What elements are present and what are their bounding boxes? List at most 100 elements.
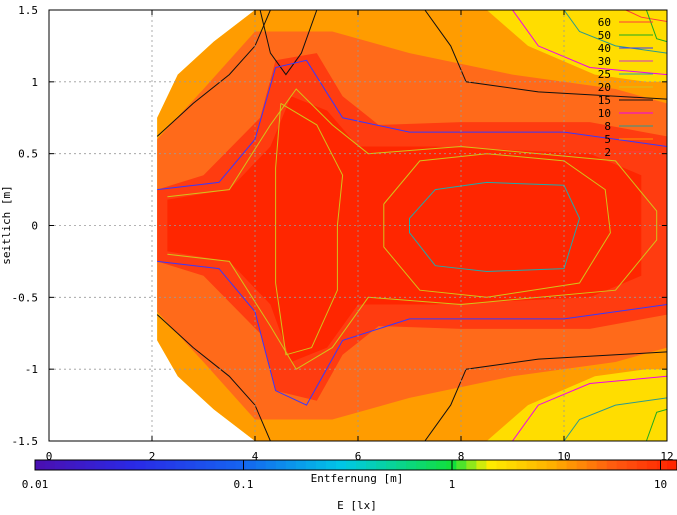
x-tick-label: 4 — [252, 450, 259, 463]
x-tick-label: 2 — [149, 450, 156, 463]
colorbar-segment — [115, 460, 126, 470]
colorbar-segment — [636, 460, 648, 470]
colorbar-segment — [376, 460, 387, 470]
colorbar-segment — [95, 460, 106, 470]
x-tick-label: 6 — [355, 450, 362, 463]
field-core — [167, 96, 642, 362]
contour-40 — [157, 59, 667, 406]
colorbar-segment — [75, 460, 86, 470]
colorbar-tick-label: 0.01 — [22, 478, 49, 491]
colorbar-segment — [315, 460, 327, 470]
colorbar-segment — [175, 460, 187, 470]
colorbar-segment — [185, 460, 197, 470]
colorbar-segment — [656, 460, 668, 470]
colorbar-segment — [35, 460, 46, 470]
y-tick-label: -1 — [25, 363, 38, 376]
y-tick-label: 1 — [31, 76, 38, 89]
colorbar-segment — [646, 460, 658, 470]
y-tick-label: 0 — [31, 220, 38, 233]
colorbar-segment — [325, 460, 337, 470]
contour-key-label: 2 — [604, 146, 611, 159]
colorbar-segment — [85, 460, 96, 470]
contour-20-inner — [383, 153, 611, 298]
colorbar-tick-label: 1 — [449, 478, 456, 491]
contour-key-label: 40 — [598, 42, 611, 55]
colorbar-segment — [255, 460, 267, 470]
colorbar-segment — [526, 460, 538, 470]
contour-15-right-lower — [424, 351, 667, 441]
colorbar-segment — [265, 460, 277, 470]
colorbar-segment — [536, 460, 548, 470]
colorbar-segment — [205, 460, 217, 470]
colorbar-tick-label: 10 — [654, 478, 667, 491]
colorbar-segment — [486, 460, 498, 470]
colorbar-segment — [436, 460, 447, 470]
contour-key-label: 30 — [598, 55, 611, 68]
colorbar-segment — [456, 460, 467, 470]
contour-key-label: 50 — [598, 29, 611, 42]
colorbar-segment — [616, 460, 628, 470]
contour-key-label: 5 — [604, 133, 611, 146]
colorbar-segment — [596, 460, 608, 470]
colorbar-segment — [295, 460, 307, 470]
contour-15-left-upper — [156, 10, 271, 137]
contour-key-label: 60 — [598, 16, 611, 29]
colorbar-segment — [155, 460, 167, 470]
colorbar-segment — [406, 460, 417, 470]
colorbar-segment — [65, 460, 76, 470]
colorbar-segment — [225, 460, 237, 470]
colorbar-tick-label: 0.1 — [234, 478, 254, 491]
colorbar-segment — [386, 460, 397, 470]
colorbar-segment — [546, 460, 558, 470]
contour-60-upper — [625, 10, 667, 22]
colorbar-segment — [195, 460, 207, 470]
contour-key-label: 25 — [598, 68, 611, 81]
x-tick-label: 8 — [458, 450, 465, 463]
colorbar-segment — [245, 460, 257, 470]
colorbar-segment — [626, 460, 638, 470]
colorbar-segment — [416, 460, 427, 470]
colorbar-segment — [496, 460, 508, 470]
contour-key-label: 8 — [604, 120, 611, 133]
y-tick-label: -1.5 — [12, 435, 39, 448]
contour-8-upper — [563, 10, 667, 54]
contour-20-outer — [167, 88, 658, 370]
contour-15-left-lower — [156, 314, 271, 441]
colorbar-segment — [666, 460, 677, 470]
colorbar-segment — [135, 460, 146, 470]
colorbar-segment — [606, 460, 618, 470]
contour-key-label: 10 — [598, 107, 611, 120]
contour-key-label: 20 — [598, 81, 611, 94]
colorbar-segment — [125, 460, 136, 470]
colorbar-segment — [165, 460, 177, 470]
colorbar-segment — [215, 460, 227, 470]
colorbar-segment — [426, 460, 437, 470]
x-tick-label: 0 — [46, 450, 53, 463]
colorbar-segment — [55, 460, 66, 470]
colorbar-segment — [556, 460, 568, 470]
colorbar-segment — [45, 460, 56, 470]
colorbar-segment — [466, 460, 477, 470]
contour-10-lower — [512, 375, 667, 441]
contour-50-upper — [645, 10, 667, 43]
colorbar-segment — [235, 460, 247, 470]
colorbar-segment — [285, 460, 297, 470]
colorbar-segment — [516, 460, 528, 470]
colorbar-segment — [586, 460, 598, 470]
y-axis-label: seitlich [m] — [0, 185, 13, 264]
y-tick-label: -0.5 — [12, 291, 39, 304]
colorbar-segment — [305, 460, 317, 470]
x-axis-label: Entfernung [m] — [311, 472, 404, 485]
colorbar-label: E [lx] — [337, 499, 377, 511]
colorbar-segment — [275, 460, 287, 470]
contour-50-lower — [645, 408, 667, 441]
y-tick-label: 0.5 — [18, 148, 38, 161]
contour-15-right-upper — [424, 10, 667, 100]
colorbar-segment — [145, 460, 156, 470]
colorbar-segment — [366, 460, 377, 470]
colorbar-segment — [105, 460, 116, 470]
colorbar-segment — [335, 460, 347, 470]
colorbar-segment — [566, 460, 578, 470]
